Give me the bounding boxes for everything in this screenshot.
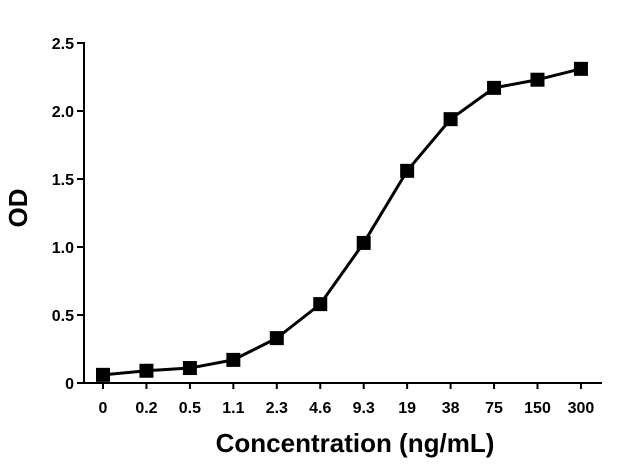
series-layer: [96, 61, 588, 382]
y-tick-label: 2.0: [52, 104, 74, 121]
y-tick-label: 1.5: [52, 172, 74, 189]
data-point: [530, 72, 545, 87]
series-line: [102, 67, 582, 377]
x-tick-label: 0.5: [179, 400, 201, 417]
data-point: [269, 331, 284, 346]
data-point: [226, 352, 241, 367]
x-tick-label: 4.6: [309, 400, 331, 417]
x-tick-label: 150: [524, 400, 551, 417]
y-tick-label: 0: [65, 376, 74, 393]
data-point: [139, 363, 154, 378]
x-tick-label: 75: [485, 400, 503, 417]
x-tick-label: 9.3: [353, 400, 375, 417]
data-point: [96, 367, 110, 382]
x-tick-label: 0: [99, 400, 108, 417]
x-axis-title: Concentration (ng/mL): [216, 428, 495, 458]
x-tick-label: 0.2: [135, 400, 157, 417]
data-point: [182, 361, 197, 376]
x-tick-label: 300: [568, 400, 595, 417]
x-tick-label: 19: [398, 400, 416, 417]
data-point: [356, 235, 371, 250]
data-point: [487, 80, 502, 95]
data-point: [400, 163, 415, 178]
x-tick-label: 1.1: [222, 400, 244, 417]
data-point: [313, 297, 328, 312]
x-tick-label: 38: [442, 400, 460, 417]
y-tick-label: 0.5: [52, 308, 74, 325]
x-axis: 0 0.2 0.5 1.1 2.3 4.6 9.3 19 38 75 150 300: [83, 382, 602, 417]
y-tick-label: 2.5: [52, 36, 74, 53]
data-point: [573, 61, 588, 76]
y-tick-label: 1.0: [52, 240, 74, 257]
x-tick-label: 2.3: [266, 400, 288, 417]
data-point: [443, 112, 458, 127]
y-axis: 0 0.5 1.0 1.5 2.0 2.5: [52, 36, 85, 393]
y-axis-title: OD: [3, 189, 33, 228]
